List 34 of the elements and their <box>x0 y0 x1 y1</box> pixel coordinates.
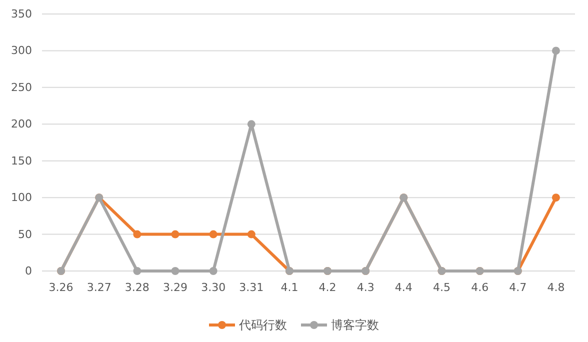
y-tick-label: 300 <box>11 44 32 58</box>
legend-label: 博客字数 <box>331 318 379 332</box>
point <box>171 267 180 275</box>
point <box>209 267 218 275</box>
x-tick-label: 3.27 <box>86 280 112 294</box>
x-tick-label: 4.1 <box>280 280 298 294</box>
point <box>247 230 256 238</box>
y-tick-label: 200 <box>11 118 32 131</box>
legend-label: 代码行数 <box>238 318 287 332</box>
y-tick-label: 0 <box>25 264 32 278</box>
point <box>133 230 142 238</box>
point <box>133 267 142 275</box>
x-tick-label: 4.6 <box>471 280 489 294</box>
y-tick-label: 350 <box>11 8 32 21</box>
point <box>247 120 256 128</box>
y-tick-label: 150 <box>11 154 32 168</box>
point <box>552 194 560 202</box>
x-tick-label: 3.28 <box>124 280 150 294</box>
x-tick-label: 3.31 <box>239 280 264 294</box>
point <box>552 46 560 55</box>
y-tick-label: 250 <box>11 80 32 94</box>
x-tick-label: 4.7 <box>509 280 527 294</box>
x-tick-label: 4.4 <box>394 280 412 294</box>
x-tick-label: 4.3 <box>356 280 374 294</box>
x-tick-label: 3.29 <box>163 280 188 294</box>
x-tick-label: 3.30 <box>201 280 226 294</box>
x-tick-label: 3.26 <box>48 280 74 294</box>
x-tick-label: 4.8 <box>547 280 565 294</box>
y-tick-label: 50 <box>18 228 32 241</box>
point <box>171 230 180 238</box>
x-tick-label: 4.5 <box>433 280 450 294</box>
point <box>209 230 218 238</box>
x-tick-label: 4.2 <box>318 280 336 294</box>
y-tick-label: 100 <box>11 191 32 204</box>
